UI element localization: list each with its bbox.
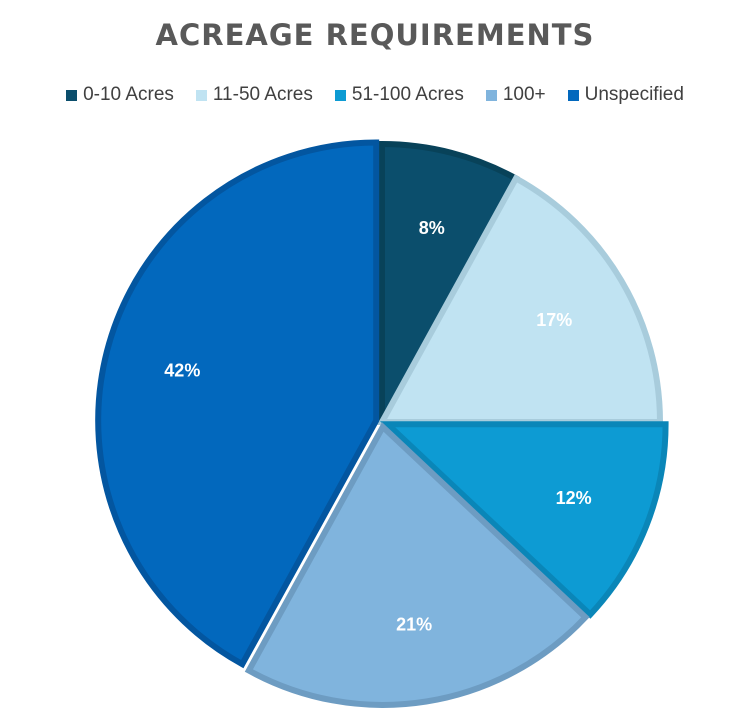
chart-title: ACREAGE REQUIREMENTS bbox=[155, 18, 595, 52]
pie-slice-0-10-acres bbox=[379, 140, 521, 424]
legend-swatch bbox=[334, 89, 346, 101]
legend-swatch bbox=[195, 89, 207, 101]
data-label-51-100-acres: 12% bbox=[556, 488, 592, 508]
legend-item-unspecified: Unspecified bbox=[567, 84, 684, 106]
legend-label: 100+ bbox=[502, 84, 546, 105]
data-label-11-50-acres: 17% bbox=[536, 310, 572, 330]
legend-item-11-50-acres: 11-50 Acres bbox=[195, 84, 313, 106]
chart-legend: 0-10 Acres 11-50 Acres 51-100 Acres 100+… bbox=[0, 84, 750, 106]
legend-label: 11-50 Acres bbox=[212, 84, 313, 105]
legend-item-100-plus: 100+ bbox=[485, 84, 546, 106]
legend-label: Unspecified bbox=[584, 84, 684, 105]
legend-label: 51-100 Acres bbox=[351, 84, 464, 105]
pie-slice-unspecified bbox=[95, 139, 380, 669]
data-label-0-10-acres: 8% bbox=[419, 218, 445, 238]
pie-slice-51-100-acres bbox=[380, 421, 669, 619]
legend-label: 0-10 Acres bbox=[83, 84, 174, 105]
data-label-100-plus: 21% bbox=[396, 615, 432, 635]
legend-swatch bbox=[567, 89, 579, 101]
pie-slice-11-50-acres bbox=[376, 174, 664, 425]
legend-swatch bbox=[485, 89, 497, 101]
legend-item-0-10-acres: 0-10 Acres bbox=[66, 84, 174, 106]
pie-slice-100-plus bbox=[244, 422, 590, 708]
data-label-unspecified: 42% bbox=[164, 361, 200, 381]
legend-item-51-100-acres: 51-100 Acres bbox=[334, 84, 464, 106]
legend-swatch bbox=[66, 89, 78, 101]
